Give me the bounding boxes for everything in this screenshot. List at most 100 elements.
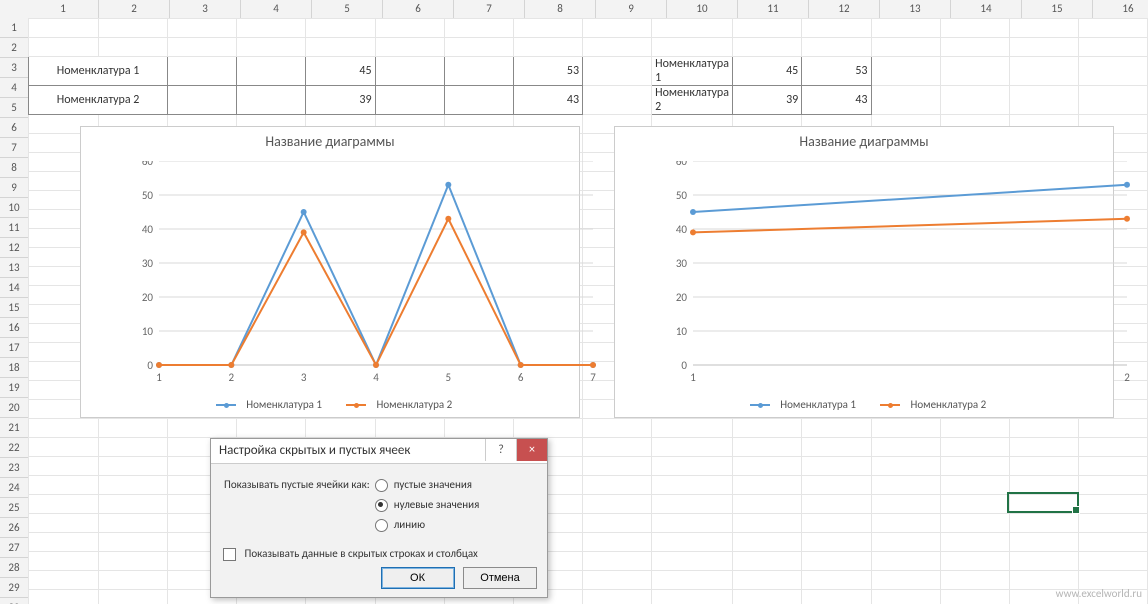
column-header[interactable]: 4 [241,0,312,19]
row-header[interactable]: 16 [0,318,29,338]
row-header[interactable]: 2 [0,38,29,58]
chart-title: Название диаграммы [615,127,1113,150]
radio-label: пустые значения [394,478,472,491]
row-header[interactable]: 13 [0,258,29,278]
svg-text:2: 2 [1124,371,1130,384]
row-header[interactable]: 23 [0,458,29,478]
legend-item: Номенклатура 2 [338,398,452,411]
column-header[interactable]: 1 [28,0,99,19]
select-all-corner[interactable] [0,0,29,19]
svg-text:10: 10 [142,325,154,338]
chart-right[interactable]: Название диаграммы 010203040506012 Номен… [614,126,1114,418]
row-headers: 1234567891011121314151617181920212223242… [0,18,28,604]
row-header[interactable]: 19 [0,378,29,398]
column-header[interactable]: 13 [880,0,951,19]
row-header[interactable]: 15 [0,298,29,318]
svg-text:1: 1 [156,371,162,384]
row-header[interactable]: 21 [0,418,29,438]
option-group-label: Показывать пустые ячейки как: [224,478,370,491]
svg-text:0: 0 [147,359,153,372]
column-header[interactable]: 12 [809,0,880,19]
svg-text:30: 30 [676,257,688,270]
column-header[interactable]: 7 [454,0,525,19]
legend-item: Номенклатура 1 [742,398,856,411]
column-header[interactable]: 11 [738,0,809,19]
svg-text:0: 0 [681,359,687,372]
row-header[interactable]: 20 [0,398,29,418]
row-header[interactable]: 9 [0,178,29,198]
row-header[interactable]: 3 [0,58,29,78]
row-header[interactable]: 10 [0,198,29,218]
chart-plot: 01020304050601234567 [127,161,561,365]
row-header[interactable]: 8 [0,158,29,178]
svg-text:5: 5 [446,371,452,384]
radio-option[interactable]: нулевые значения [375,498,480,511]
radio-option[interactable]: пустые значения [375,478,472,491]
svg-text:6: 6 [518,371,524,384]
chart-left[interactable]: Название диаграммы 01020304050601234567 … [80,126,580,418]
column-header[interactable]: 16 [1093,0,1148,19]
svg-text:50: 50 [676,189,688,202]
chart-legend: Номенклатура 1 Номенклатура 2 [615,398,1113,411]
column-header[interactable]: 15 [1022,0,1093,19]
row-header[interactable]: 29 [0,578,29,598]
svg-text:50: 50 [142,189,154,202]
svg-text:4: 4 [373,371,379,384]
hidden-empty-cells-dialog: Настройка скрытых и пустых ячеек ? × Пок… [210,438,548,598]
svg-text:40: 40 [676,223,688,236]
row-header[interactable]: 28 [0,558,29,578]
column-headers: 12345678910111213141516 [28,0,1148,18]
help-icon[interactable]: ? [485,439,516,461]
row-header[interactable]: 5 [0,98,29,118]
chart-plot: 010203040506012 [661,161,1095,365]
column-header[interactable]: 14 [951,0,1022,19]
row-header[interactable]: 18 [0,358,29,378]
checkbox-label: Показывать данные в скрытых строках и ст… [245,547,478,560]
column-header[interactable]: 6 [383,0,454,19]
column-header[interactable]: 3 [170,0,241,19]
svg-text:40: 40 [142,223,154,236]
show-hidden-data-checkbox[interactable]: Показывать данные в скрытых строках и ст… [223,547,478,560]
column-header[interactable]: 2 [99,0,170,19]
row-header[interactable]: 14 [0,278,29,298]
svg-text:20: 20 [676,291,688,304]
close-icon[interactable]: × [516,439,547,461]
radio-option[interactable]: линию [375,518,425,531]
row-header[interactable]: 30 [0,598,29,604]
svg-text:20: 20 [142,291,154,304]
row-header[interactable]: 6 [0,118,29,138]
column-header[interactable]: 9 [596,0,667,19]
svg-text:2: 2 [229,371,235,384]
legend-item: Номенклатура 2 [872,398,986,411]
column-header[interactable]: 8 [525,0,596,19]
radio-label: нулевые значения [394,498,480,511]
column-header[interactable]: 10 [667,0,738,19]
dialog-titlebar[interactable]: Настройка скрытых и пустых ячеек ? × [211,439,547,464]
svg-text:1: 1 [690,371,696,384]
svg-text:10: 10 [676,325,688,338]
row-header[interactable]: 17 [0,338,29,358]
row-header[interactable]: 1 [0,18,29,38]
chart-title: Название диаграммы [81,127,579,150]
row-header[interactable]: 22 [0,438,29,458]
row-header[interactable]: 7 [0,138,29,158]
row-header[interactable]: 27 [0,538,29,558]
row-header[interactable]: 26 [0,518,29,538]
svg-text:60: 60 [676,161,688,168]
row-header[interactable]: 25 [0,498,29,518]
dialog-title: Настройка скрытых и пустых ячеек [219,443,410,458]
row-header[interactable]: 12 [0,238,29,258]
row-header[interactable]: 11 [0,218,29,238]
svg-text:60: 60 [142,161,154,168]
column-header[interactable]: 5 [312,0,383,19]
svg-text:7: 7 [590,371,596,384]
svg-text:30: 30 [142,257,154,270]
watermark: www.excelworld.ru [1056,587,1142,600]
chart-legend: Номенклатура 1 Номенклатура 2 [81,398,579,411]
cancel-button[interactable]: Отмена [463,567,537,589]
legend-item: Номенклатура 1 [208,398,322,411]
row-header[interactable]: 24 [0,478,29,498]
ok-button[interactable]: ОК [381,567,455,589]
row-header[interactable]: 4 [0,78,29,98]
svg-text:3: 3 [301,371,307,384]
